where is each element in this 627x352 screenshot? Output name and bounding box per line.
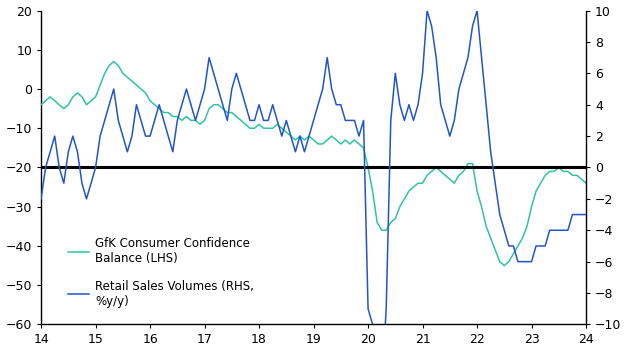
Retail Sales Volumes (RHS,
%y/y): [409, 118, 417, 122]
Legend: GfK Consumer Confidence
Balance (LHS), Retail Sales Volumes (RHS,
%y/y): GfK Consumer Confidence Balance (LHS), R…: [63, 233, 259, 312]
Retail Sales Volumes (RHS,
%y/y): [582, 213, 590, 217]
GfK Consumer Confidence
Balance (LHS): [38, 102, 45, 107]
Retail Sales Volumes (RHS,
%y/y): [38, 197, 45, 201]
Line: GfK Consumer Confidence
Balance (LHS): GfK Consumer Confidence Balance (LHS): [41, 62, 586, 265]
Retail Sales Volumes (RHS,
%y/y): [423, 8, 431, 13]
GfK Consumer Confidence
Balance (LHS): [273, 122, 281, 126]
GfK Consumer Confidence
Balance (LHS): [582, 181, 590, 185]
Retail Sales Volumes (RHS,
%y/y): [269, 102, 277, 107]
GfK Consumer Confidence
Balance (LHS): [500, 263, 508, 268]
GfK Consumer Confidence
Balance (LHS): [110, 59, 117, 64]
Retail Sales Volumes (RHS,
%y/y): [164, 134, 172, 138]
Line: Retail Sales Volumes (RHS,
%y/y): Retail Sales Volumes (RHS, %y/y): [41, 11, 586, 352]
GfK Consumer Confidence
Balance (LHS): [169, 114, 177, 119]
GfK Consumer Confidence
Balance (LHS): [92, 95, 99, 99]
GfK Consumer Confidence
Balance (LHS): [555, 165, 562, 170]
GfK Consumer Confidence
Balance (LHS): [382, 228, 390, 232]
Retail Sales Volumes (RHS,
%y/y): [92, 165, 99, 170]
Retail Sales Volumes (RHS,
%y/y): [555, 228, 562, 232]
GfK Consumer Confidence
Balance (LHS): [409, 185, 417, 189]
Retail Sales Volumes (RHS,
%y/y): [382, 307, 390, 311]
